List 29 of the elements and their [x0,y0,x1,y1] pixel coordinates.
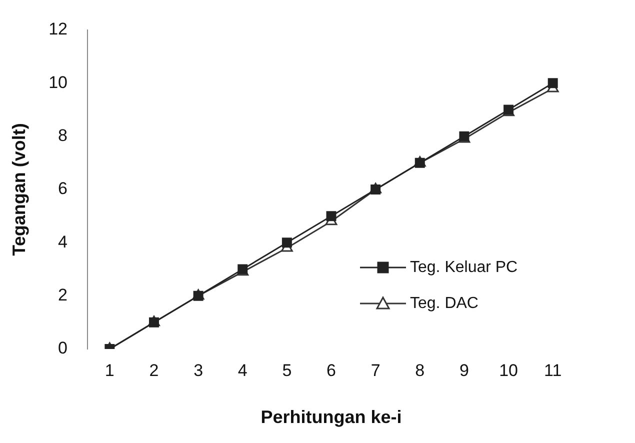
x-tick-label: 8 [415,360,425,380]
y-tick-label: 0 [58,338,68,358]
y-tick-label: 10 [48,72,68,92]
x-tick-label: 6 [326,360,336,380]
y-tick-label: 2 [58,286,68,305]
x-tick-label: 4 [238,360,248,380]
point [370,184,381,194]
x-tick-label: 11 [544,360,562,380]
x-tick-label: 10 [499,360,518,380]
point [414,158,425,168]
x-tick-label: 7 [370,360,380,380]
y-tick-label: 8 [58,126,68,146]
legend-label: Teg. DAC [410,294,478,312]
legend-label: Teg. Keluar PC [410,258,518,276]
point [148,317,159,328]
x-tick-label: 1 [104,360,114,380]
y-tick-label: 4 [58,232,68,252]
x-tick-label: 3 [194,360,204,380]
y-tick-label: 6 [58,179,68,198]
point [548,78,558,88]
y-axis-title: Tegangan (volt) [8,123,29,256]
x-tick-label: 5 [282,360,292,380]
x-axis-title: Perhitungan ke-i [260,407,402,428]
point [282,238,292,248]
point [326,211,336,222]
point [193,290,204,301]
x-tick-label: 2 [149,360,159,380]
y-tick-label: 12 [48,20,68,39]
x-tick-label: 9 [459,360,469,380]
